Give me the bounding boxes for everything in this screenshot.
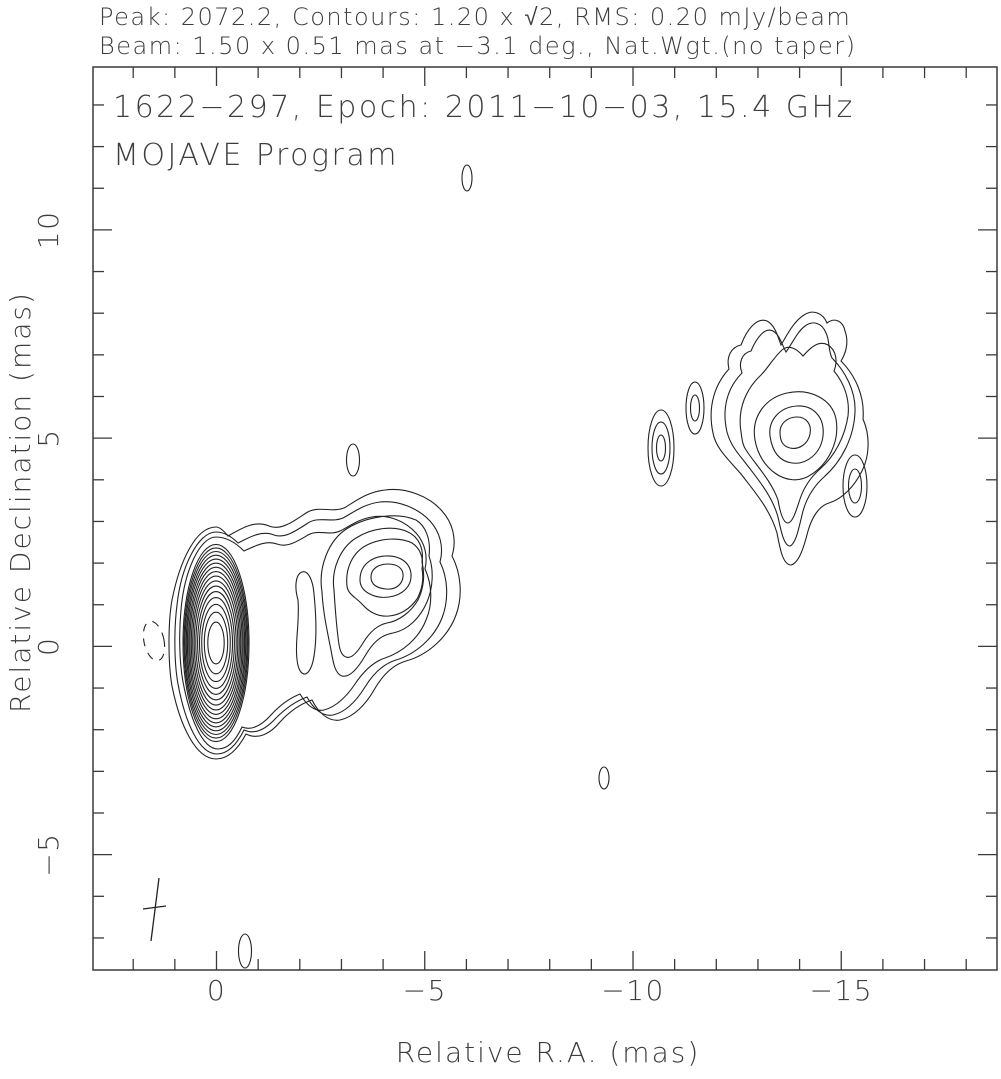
tick-labels-group: 0 −5 −10 −15 10 5 0 −5 — [32, 211, 873, 1007]
jet-contour — [320, 515, 433, 677]
isolated-blob — [689, 394, 701, 422]
header-line-beam: Beam: 1.50 x 0.51 mas at −3.1 deg., Nat.… — [99, 32, 857, 60]
y-tick-label: 0 — [32, 637, 65, 656]
core-contour-stack — [203, 611, 229, 675]
jet-contour — [370, 563, 404, 590]
core-contour-stack — [182, 543, 250, 743]
core-contour-stack — [189, 566, 243, 720]
core-contour-stack — [195, 585, 237, 701]
nw-lobe-contour — [779, 416, 811, 449]
isolated-blob — [655, 434, 667, 462]
isolated-blob — [598, 766, 610, 790]
isolated-blob — [345, 443, 361, 477]
header-line-peak-contours-rms: Peak: 2072.2, Contours: 1.20 x √2, RMS: … — [99, 3, 852, 31]
isolated-blob — [461, 164, 473, 192]
core-contour-stack — [197, 591, 235, 695]
core-contour-stack — [185, 554, 247, 732]
isolated-blob — [647, 409, 675, 487]
beam-major-axis — [150, 877, 160, 942]
core-contour-stack — [186, 558, 246, 728]
core-contour-stack — [190, 571, 242, 715]
wrap-contour — [179, 515, 432, 750]
x-tick-label: −15 — [809, 974, 873, 1007]
plot-title: 1622−297, Epoch: 2011−10−03, 15.4 GHz — [113, 90, 855, 125]
core-contour-stack — [183, 547, 249, 739]
beam-minor-axis — [142, 905, 167, 910]
core-contour-stack — [184, 550, 248, 736]
nw-lobe-contour — [739, 342, 849, 524]
isolated-blob — [842, 454, 868, 518]
y-tick-label: −5 — [32, 833, 65, 877]
figure-header: Peak: 2072.2, Contours: 1.20 x √2, RMS: … — [99, 3, 857, 61]
saddle-contour — [295, 571, 317, 675]
core-contour-stack — [188, 562, 244, 724]
nw-lobe-contour — [724, 322, 856, 547]
isolated-blob — [651, 421, 671, 475]
core-contour-stack — [193, 580, 239, 706]
core-contour-stack — [201, 603, 231, 683]
jet-contour — [359, 555, 412, 598]
isolated-blob — [847, 468, 863, 504]
core-contour-stack — [192, 575, 240, 711]
core-contour-stack — [207, 621, 225, 665]
jet-contour — [346, 538, 424, 617]
jet-contour — [332, 527, 425, 658]
plot-subtitle: MOJAVE Program — [113, 138, 399, 173]
y-tick-label: 10 — [32, 211, 65, 250]
x-tick-label: −5 — [403, 974, 447, 1007]
wrap-contour — [174, 501, 448, 755]
y-axis-label: Relative Declination (mas) — [4, 291, 37, 713]
isolated-blob — [237, 933, 253, 969]
nw-lobe-contour — [710, 311, 869, 566]
core-contour-stack — [198, 597, 234, 689]
x-axis-label: Relative R.A. (mas) — [396, 1036, 701, 1069]
wrap-contour — [168, 488, 461, 760]
plot-frame — [92, 66, 998, 971]
axes-frame-group — [92, 66, 998, 971]
isolated-blob — [685, 381, 705, 435]
x-tick-label: −10 — [601, 974, 665, 1007]
negative-contour — [142, 620, 166, 662]
y-tick-label: 5 — [32, 428, 65, 447]
nw-lobe-contour — [753, 391, 838, 481]
contour-lines-group — [142, 164, 869, 969]
x-tick-label: 0 — [207, 974, 226, 1007]
nw-lobe-contour — [769, 405, 824, 464]
